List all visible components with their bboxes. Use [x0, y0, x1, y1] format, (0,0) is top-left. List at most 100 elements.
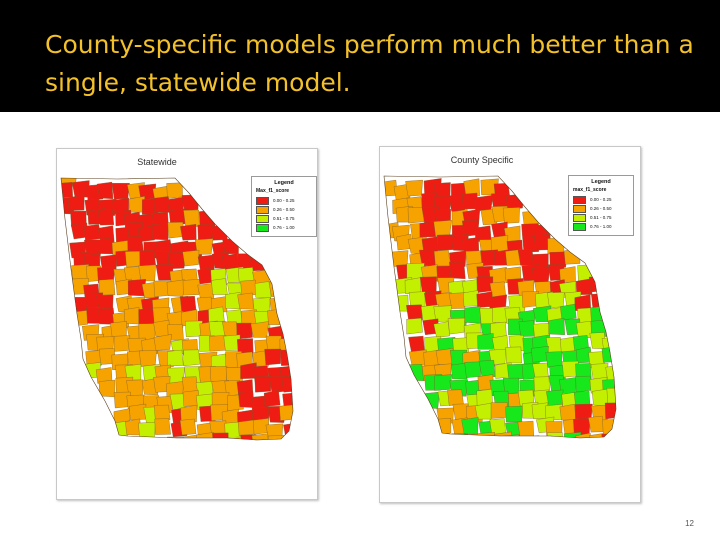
county-shape	[563, 248, 581, 265]
legend-label: 0.76 - 1.00	[273, 225, 295, 230]
county-shape	[405, 179, 423, 197]
county-shape	[590, 305, 607, 322]
county-shape	[96, 237, 114, 255]
county-shape	[254, 376, 272, 393]
slide-number: 12	[685, 519, 694, 528]
county-shape	[517, 249, 535, 266]
county-shape	[490, 402, 508, 419]
legend-label: 0.26 - 0.50	[590, 206, 612, 211]
county-shape	[71, 180, 90, 198]
county-shape	[167, 349, 184, 367]
county-shape	[518, 320, 535, 337]
county-shape	[180, 223, 197, 241]
county-shape	[166, 182, 183, 199]
county-shape	[237, 292, 254, 310]
county-shape	[490, 235, 509, 252]
county-shape	[195, 238, 214, 255]
county-shape	[602, 419, 616, 436]
county-shape	[419, 220, 436, 238]
county-shape	[535, 435, 554, 438]
county-shape	[85, 350, 102, 367]
county-shape	[264, 348, 282, 366]
legend-row: 0.26 - 0.50	[256, 205, 312, 214]
legend-label: 0.00 - 0.25	[273, 198, 295, 203]
county-shape	[139, 350, 157, 367]
county-shape	[474, 402, 492, 420]
county-shape	[451, 433, 468, 438]
county-shape	[547, 432, 564, 438]
county-shape	[560, 303, 577, 321]
county-shape	[434, 374, 452, 391]
legend-title: Legend	[274, 180, 294, 186]
county-shape	[209, 335, 227, 352]
county-shape	[280, 349, 293, 366]
county-shape	[254, 281, 272, 299]
legend-label: 0.76 - 1.00	[590, 224, 612, 229]
county-shape	[549, 251, 568, 268]
county-shape	[278, 437, 293, 440]
county-shape	[197, 223, 214, 241]
county-shape	[505, 346, 522, 364]
county-specific-map-panel: County Specific Legend max_f1_score 0.00…	[379, 146, 641, 503]
legend-swatch-2	[256, 205, 269, 214]
legend-label: 0.26 - 0.50	[273, 207, 295, 212]
county-shape	[113, 335, 131, 352]
county-shape	[433, 249, 451, 267]
county-shape	[236, 322, 253, 340]
county-shape	[503, 434, 520, 438]
legend-field: Max_f1_score	[256, 188, 290, 194]
title-bar: County-specific models perform much bett…	[0, 0, 720, 112]
legend-swatch-1	[256, 196, 269, 205]
county-shape	[591, 293, 609, 310]
county-shape	[601, 433, 616, 438]
county-shape	[563, 432, 582, 438]
county-shape	[575, 432, 592, 438]
county-shape	[279, 404, 293, 421]
county-shape	[463, 433, 481, 438]
county-shape	[494, 431, 512, 438]
county-shape	[182, 249, 200, 267]
county-shape	[545, 351, 562, 368]
county-shape	[238, 390, 255, 408]
county-shape	[125, 251, 142, 268]
county-shape	[604, 402, 616, 420]
statewide-map-title: Statewide	[137, 157, 177, 167]
county-shape	[111, 183, 130, 200]
legend-row: 0.51 - 0.75	[573, 213, 629, 222]
county-shape	[167, 436, 184, 440]
legend-row: 0.51 - 0.75	[256, 214, 312, 223]
county-shape	[179, 418, 197, 436]
county-shape	[211, 278, 228, 295]
county-shape	[151, 223, 169, 241]
county-shape	[437, 234, 454, 251]
county-shape	[407, 206, 425, 224]
county-shape	[547, 237, 565, 255]
county-shape	[127, 236, 144, 253]
county-shape	[545, 337, 563, 354]
county-shape	[434, 418, 452, 435]
legend-row: 0.00 - 0.25	[256, 196, 312, 205]
county-shape	[141, 337, 158, 354]
county-shape	[153, 334, 172, 351]
county-shape	[282, 392, 293, 409]
county-shape	[226, 437, 243, 440]
county-shape	[166, 279, 185, 297]
county-shape	[477, 432, 495, 438]
legend-label: 0.51 - 0.75	[590, 215, 612, 220]
county-shape	[281, 376, 293, 393]
county-shape	[449, 261, 466, 279]
county-shape	[588, 415, 605, 433]
county-shape	[463, 178, 480, 196]
county-shape	[476, 389, 493, 406]
county-shape	[222, 253, 239, 270]
legend-field: max_f1_score	[573, 187, 607, 193]
county-shape	[250, 321, 269, 338]
county-specific-map-title: County Specific	[450, 155, 514, 165]
county-shape	[195, 432, 214, 440]
county-shape	[575, 375, 592, 393]
county-shape	[138, 264, 156, 282]
county-shape	[477, 333, 494, 350]
county-shape	[576, 321, 593, 339]
slide-title: County-specific models perform much bett…	[45, 30, 694, 97]
county-shape	[181, 376, 199, 393]
